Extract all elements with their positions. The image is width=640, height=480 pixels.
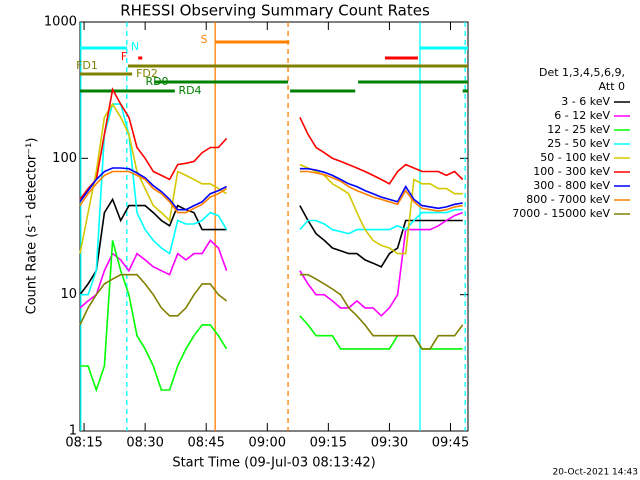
flag-label: S [201,33,208,46]
series-line [80,240,463,393]
legend-label: 100 - 300 keV [533,165,610,178]
x-tick-label: 08:15 [65,436,102,451]
x-tick-label: 09:00 [249,436,286,451]
flag-label: N [131,40,139,53]
x-axis-label: Start Time (09-Jul-03 08:13:42) [172,456,375,471]
series-line [79,197,463,296]
legend-label: 3 - 6 keV [561,95,610,108]
flag-label: RD0 [145,75,168,88]
x-tick-label: 09:45 [432,436,469,451]
legend-label: 6 - 12 keV [554,109,610,122]
y-tick-label: 1 [69,424,77,439]
x-tick-label: 09:15 [310,436,347,451]
flag-label: RD4 [178,84,201,97]
legend-title: Det 1,3,4,5,6,9, [539,66,625,79]
flag-label: FD2 [136,67,158,80]
series-line [79,102,463,255]
plot-frame [79,21,469,432]
series-line [79,170,463,214]
footer: 20-Oct-2021 14:43 [553,468,638,478]
x-tick-label: 08:30 [126,436,163,451]
y-tick-label: 100 [52,151,77,166]
y-axis-label: Count Rate (s⁻¹ detector⁻¹) [25,138,40,315]
x-tick-label: 08:45 [187,436,224,451]
legend-label: 12 - 25 keV [547,123,610,136]
legend-label: 300 - 800 keV [533,179,610,192]
series-line [79,211,463,317]
series-line [79,167,463,211]
flag-label: F [121,50,127,63]
y-tick-label: 1000 [44,15,77,30]
series-line [79,87,464,200]
y-tick-label: 10 [60,287,77,302]
legend-label: 50 - 100 keV [540,151,610,164]
series-line [79,273,464,350]
legend-label: 7000 - 15000 keV [512,207,610,220]
chart-title: RHESSI Observing Summary Count Rates [120,2,430,20]
x-tick-label: 09:30 [371,436,408,451]
legend-title: Att 0 [599,80,625,93]
flag-label: FD1 [76,59,98,72]
legend-label: 25 - 50 keV [547,137,610,150]
legend-label: 800 - 7000 keV [526,193,610,206]
